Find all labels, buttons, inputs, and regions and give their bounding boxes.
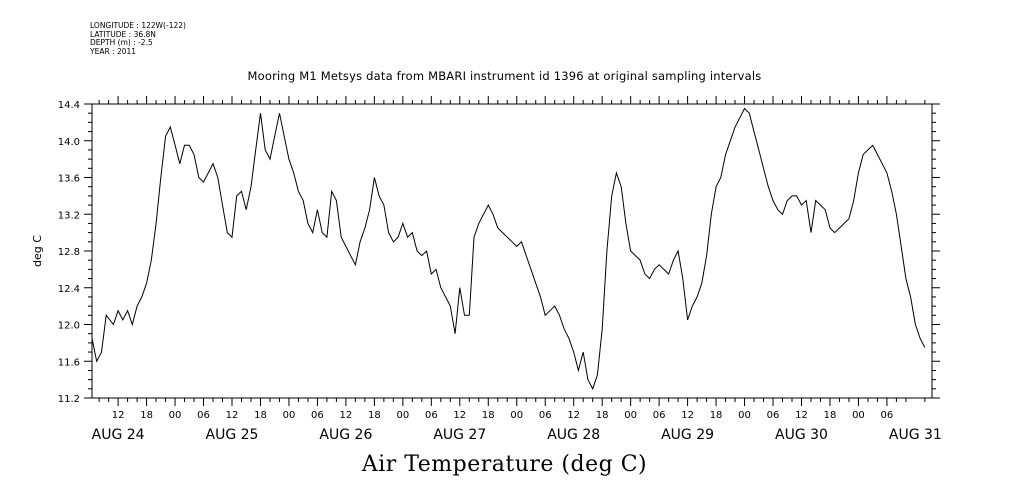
plot-frame bbox=[91, 103, 933, 399]
x-date-label: AUG 30 bbox=[775, 427, 828, 443]
x-date-label: AUG 29 bbox=[661, 427, 714, 443]
x-hour-label: 00 bbox=[624, 410, 637, 421]
x-hour-label: 18 bbox=[254, 410, 267, 421]
x-hour-label: 00 bbox=[852, 410, 865, 421]
x-hour-label: 06 bbox=[197, 410, 210, 421]
x-hour-label: 18 bbox=[824, 410, 837, 421]
chart-plot: 11.2 11.6 12.0 12.4 12.8 13.2 13.6 14.0 14.4 12 18… bbox=[31, 96, 942, 443]
x-hour-label: 06 bbox=[539, 410, 552, 421]
x-hour-label: 18 bbox=[482, 410, 495, 421]
x-hour-label: 12 bbox=[453, 410, 466, 421]
x-hour-label: 00 bbox=[283, 410, 296, 421]
x-hour-label: 12 bbox=[112, 410, 125, 421]
y-tick-label: 12.0 bbox=[58, 321, 80, 332]
x-date-label: AUG 28 bbox=[547, 427, 600, 443]
x-hour-label: 12 bbox=[681, 410, 694, 421]
x-axis-label: Air Temperature (deg C) bbox=[361, 452, 648, 477]
metadata-block: LONGITUDE : 122W(-122) LATITUDE : 36.8N … bbox=[90, 21, 186, 56]
y-tick-label: 11.2 bbox=[58, 394, 80, 405]
y-tick-label: 13.6 bbox=[58, 174, 80, 185]
y-tick-label: 14.0 bbox=[58, 137, 80, 148]
x-hour-label: 06 bbox=[767, 410, 780, 421]
x-hour-label: 06 bbox=[653, 410, 666, 421]
y-tick-label: 13.2 bbox=[58, 210, 80, 221]
x-hour-label: 06 bbox=[311, 410, 324, 421]
x-hour-label: 00 bbox=[396, 410, 409, 421]
x-date-label: AUG 31 bbox=[889, 427, 942, 443]
y-axis-label: deg C bbox=[31, 235, 44, 267]
x-hour-label: 18 bbox=[140, 410, 153, 421]
x-hour-label: 00 bbox=[738, 410, 751, 421]
x-hour-label: 18 bbox=[368, 410, 381, 421]
x-date-label: AUG 24 bbox=[92, 427, 145, 443]
depth-text: DEPTH (m) : -2.5 bbox=[90, 38, 153, 48]
x-hour-label: 00 bbox=[510, 410, 523, 421]
y-tick-label: 11.6 bbox=[58, 357, 80, 368]
x-hour-label: 12 bbox=[340, 410, 353, 421]
x-date-label: AUG 26 bbox=[319, 427, 372, 443]
chart-title: Mooring M1 Metsys data from MBARI instru… bbox=[247, 69, 762, 83]
x-hour-label: 12 bbox=[567, 410, 580, 421]
y-tick-label: 12.8 bbox=[58, 247, 80, 258]
x-hour-label: 06 bbox=[881, 410, 894, 421]
longitude-text: LONGITUDE : 122W(-122) bbox=[90, 21, 186, 30]
x-hour-label: 18 bbox=[596, 410, 609, 421]
x-hour-label: 12 bbox=[795, 410, 808, 421]
x-hour-label: 12 bbox=[226, 410, 239, 421]
y-tick-label: 14.4 bbox=[58, 100, 80, 111]
x-hour-label: 06 bbox=[425, 410, 438, 421]
x-date-label: AUG 25 bbox=[206, 427, 259, 443]
x-hour-label: 00 bbox=[169, 410, 182, 421]
series-line bbox=[91, 107, 926, 391]
x-date-label: AUG 27 bbox=[433, 427, 486, 443]
x-hour-label: 18 bbox=[710, 410, 723, 421]
year-text: YEAR : 2011 bbox=[90, 46, 137, 56]
latitude-text: LATITUDE : 36.8N bbox=[90, 29, 156, 39]
y-tick-label: 12.4 bbox=[58, 284, 80, 295]
